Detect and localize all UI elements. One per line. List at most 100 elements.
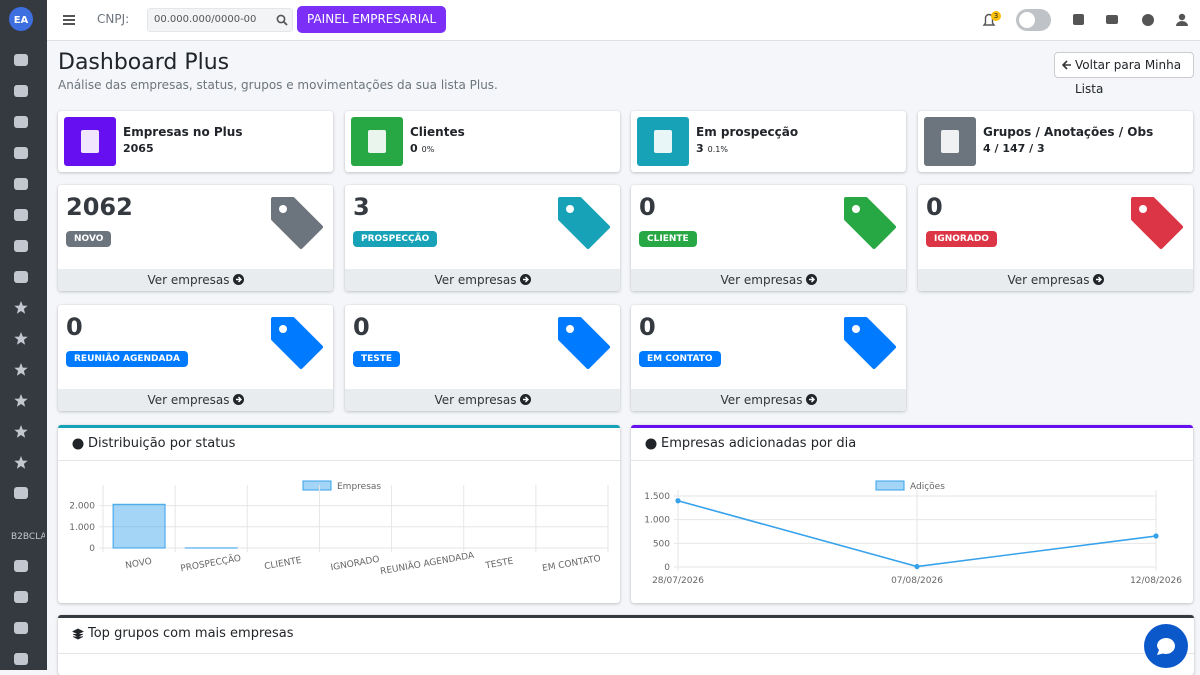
status-footer[interactable]: Ver empresas [58, 389, 333, 411]
point [914, 564, 919, 569]
status-footer[interactable]: Ver empresas [345, 389, 620, 411]
status-link: Ver empresas [434, 273, 516, 287]
info-value-row: 4 / 147 / 3 [983, 142, 1045, 155]
arrow-circle [806, 274, 817, 285]
tag-icon [269, 195, 325, 251]
status-box: 0 TESTE Ver empresas [345, 305, 620, 411]
y-tick-label: 0 [89, 544, 95, 554]
icon [646, 439, 657, 450]
info-value: 0 [410, 142, 418, 155]
page-title: Dashboard Plus [58, 50, 229, 75]
arrow-circle [806, 394, 817, 405]
tag-hole [566, 325, 574, 333]
nav-icon [14, 622, 28, 634]
page-subtitle: Análise das empresas, status, grupos e m… [58, 78, 498, 92]
back-button[interactable]: Voltar para Minha Lista [1054, 52, 1194, 78]
status-link: Ver empresas [147, 393, 229, 407]
x-tick-label: IGNORADO [330, 555, 380, 573]
info-value: 3 [696, 142, 704, 155]
status-count: 0 [639, 313, 656, 341]
status-footer[interactable]: Ver empresas [345, 269, 620, 291]
status-badge: IGNORADO [926, 231, 997, 247]
status-badge: TESTE [353, 351, 400, 367]
status-badge: CLIENTE [639, 231, 697, 247]
info-extra: 0% [422, 145, 435, 154]
info-extra: 0.1% [708, 145, 728, 154]
nav-icon [14, 560, 28, 572]
y-tick-label: 500 [653, 539, 670, 549]
status-badge: NOVO [66, 231, 111, 247]
cnpj-input[interactable]: 00.000.000/0000-00 [147, 8, 293, 32]
y-tick-label: 1.000 [644, 516, 670, 526]
status-footer[interactable]: Ver empresas [631, 269, 906, 291]
info-box: Clientes 0 0% [345, 111, 620, 172]
status-count: 0 [353, 313, 370, 341]
status-count: 2062 [66, 193, 133, 221]
back-label: Voltar para Minha Lista [1075, 58, 1181, 96]
arrow-circle [1093, 274, 1104, 285]
icon-glyph [924, 117, 976, 166]
legend-swatch [303, 481, 331, 490]
business-panel-button[interactable]: PAINEL EMPRESARIAL [297, 6, 446, 33]
arrow-left [1062, 60, 1072, 70]
info-icon [64, 117, 116, 166]
nav-icon [14, 653, 28, 665]
search-icon[interactable] [276, 14, 288, 26]
status-footer[interactable]: Ver empresas [58, 269, 333, 291]
nav-icon [14, 54, 28, 66]
info-label: Clientes [410, 125, 465, 139]
nav-icon [14, 209, 28, 221]
x-tick-label: PROSPECÇÃO [180, 553, 242, 574]
nav-icon [14, 301, 27, 314]
tag-icon [556, 195, 612, 251]
cnpj-placeholder: 00.000.000/0000-00 [154, 14, 256, 25]
sidebar-section: B2BCLA [11, 532, 45, 542]
info-icon [924, 117, 976, 166]
point [675, 498, 680, 503]
nav-icon [14, 456, 27, 469]
chart-icon [72, 438, 84, 450]
status-count: 3 [353, 193, 370, 221]
status-link: Ver empresas [147, 273, 229, 287]
sidebar: EA B2BCLA [0, 0, 47, 670]
info-icon [351, 117, 403, 166]
info-label: Grupos / Anotações / Obs [983, 125, 1153, 139]
info-icon [637, 117, 689, 166]
nav-icon [14, 116, 28, 128]
chart-title: Distribuição por status [88, 436, 235, 451]
status-badge: PROSPECÇÃO [353, 231, 437, 247]
tag-hole [852, 205, 860, 213]
status-box: 2062 NOVO Ver empresas [58, 185, 333, 291]
info-label: Empresas no Plus [123, 125, 242, 139]
nav-icon [14, 363, 27, 376]
status-link: Ver empresas [720, 393, 802, 407]
tag-icon [1129, 195, 1185, 251]
chat-button[interactable] [1144, 624, 1188, 668]
menu-icon[interactable] [63, 14, 75, 26]
glyph [654, 130, 672, 153]
arrow-circle [520, 274, 531, 285]
status-link: Ver empresas [434, 393, 516, 407]
arrow-circle [233, 274, 244, 285]
icon-glyph [637, 117, 689, 166]
top-icons[interactable] [1073, 13, 1193, 27]
theme-toggle[interactable] [1016, 9, 1051, 31]
y-tick-label: 0 [664, 563, 670, 573]
nav-icon [14, 178, 28, 190]
legend-label: Adições [910, 482, 945, 492]
status-badge: REUNIÃO AGENDADA [66, 351, 188, 367]
status-footer[interactable]: Ver empresas [631, 389, 906, 411]
y-tick-label: 2.000 [69, 502, 95, 512]
nav-icon [14, 240, 28, 252]
tag-icon [269, 315, 325, 371]
info-value-row: 3 0.1% [696, 142, 728, 155]
info-box: Grupos / Anotações / Obs 4 / 147 / 3 [918, 111, 1193, 172]
status-footer[interactable]: Ver empresas [918, 269, 1193, 291]
panel-title: Top grupos com mais empresas [88, 626, 294, 641]
